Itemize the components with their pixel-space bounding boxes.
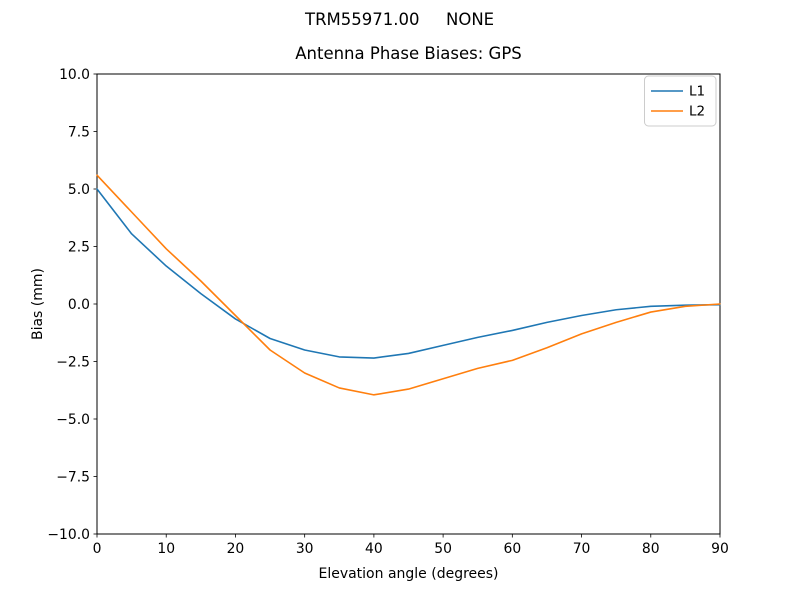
y-tick-label: 0.0	[68, 297, 90, 313]
x-tick-label: 20	[227, 541, 245, 557]
x-tick-label: 30	[296, 541, 314, 557]
y-tick-label: 7.5	[68, 125, 90, 141]
legend: L1 L2	[644, 75, 717, 127]
figure-suptitle-antenna: TRM55971.00	[304, 10, 420, 29]
y-tick-label: −5.0	[56, 412, 90, 428]
legend-label-l2: L2	[689, 104, 705, 120]
x-tick-label: 80	[642, 541, 660, 557]
y-tick-label: 2.5	[68, 240, 90, 256]
y-tick-label: −7.5	[56, 470, 90, 486]
y-tick-label: −2.5	[56, 355, 90, 371]
y-axis-label: Bias (mm)	[30, 268, 46, 340]
legend-label-l1: L1	[689, 84, 705, 100]
line-L1	[96, 188, 721, 359]
x-tick-label: 90	[711, 541, 729, 557]
y-axis-ticks: −10.0 −7.5 −5.0 −2.5 0.0 2.5 5.0 7.5 10.0	[47, 67, 97, 543]
legend-box	[644, 75, 717, 127]
x-tick-label: 60	[503, 541, 521, 557]
line-L2	[96, 174, 721, 396]
x-tick-label: 0	[93, 541, 102, 557]
figure-suptitle-dome: NONE	[446, 10, 494, 29]
x-tick-label: 50	[434, 541, 452, 557]
y-tick-label: 5.0	[68, 182, 90, 198]
x-tick-label: 70	[573, 541, 591, 557]
y-tick-label: 10.0	[59, 67, 90, 83]
plot-lines	[96, 174, 721, 396]
x-tick-label: 40	[365, 541, 383, 557]
x-tick-label: 10	[157, 541, 175, 557]
chart-title: Antenna Phase Biases: GPS	[295, 44, 522, 63]
x-axis-ticks: 0 10 20 30 40 50 60 70 80 90	[93, 534, 729, 557]
y-tick-label: −10.0	[47, 527, 90, 543]
plot-frame	[96, 73, 721, 535]
x-axis-label: Elevation angle (degrees)	[318, 566, 498, 582]
